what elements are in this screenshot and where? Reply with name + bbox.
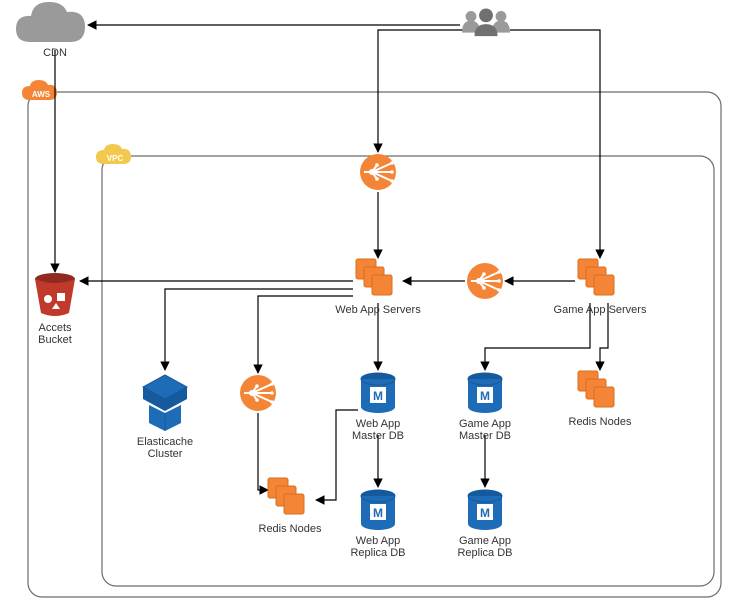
svg-text:M: M	[480, 506, 490, 520]
label: Elasticache	[137, 436, 193, 448]
label: Accets	[38, 322, 72, 334]
label: Game App	[459, 418, 511, 430]
label: Redis Nodes	[259, 523, 322, 535]
label: Master DB	[459, 430, 511, 442]
node-elb_top	[360, 154, 396, 190]
label: Bucket	[38, 334, 72, 346]
label: Replica DB	[350, 547, 405, 559]
label: Web App Servers	[335, 304, 421, 316]
node-elb_small	[240, 375, 276, 411]
label: Cluster	[148, 448, 183, 460]
label: CDN	[43, 47, 67, 59]
label: Web App	[356, 535, 400, 547]
label: Master DB	[352, 430, 404, 442]
label: Game App	[459, 535, 511, 547]
label: Replica DB	[457, 547, 512, 559]
label: Redis Nodes	[569, 416, 632, 428]
label: Web App	[356, 418, 400, 430]
node-elb_mid	[467, 263, 503, 299]
svg-text:M: M	[373, 506, 383, 520]
node-users	[462, 9, 510, 37]
svg-text:M: M	[480, 389, 490, 403]
svg-text:M: M	[373, 389, 383, 403]
node-bucket: AccetsBucket	[35, 273, 75, 346]
svg-text:AWS: AWS	[32, 90, 51, 99]
label: Game App Servers	[554, 304, 647, 316]
svg-text:VPC: VPC	[107, 154, 124, 163]
